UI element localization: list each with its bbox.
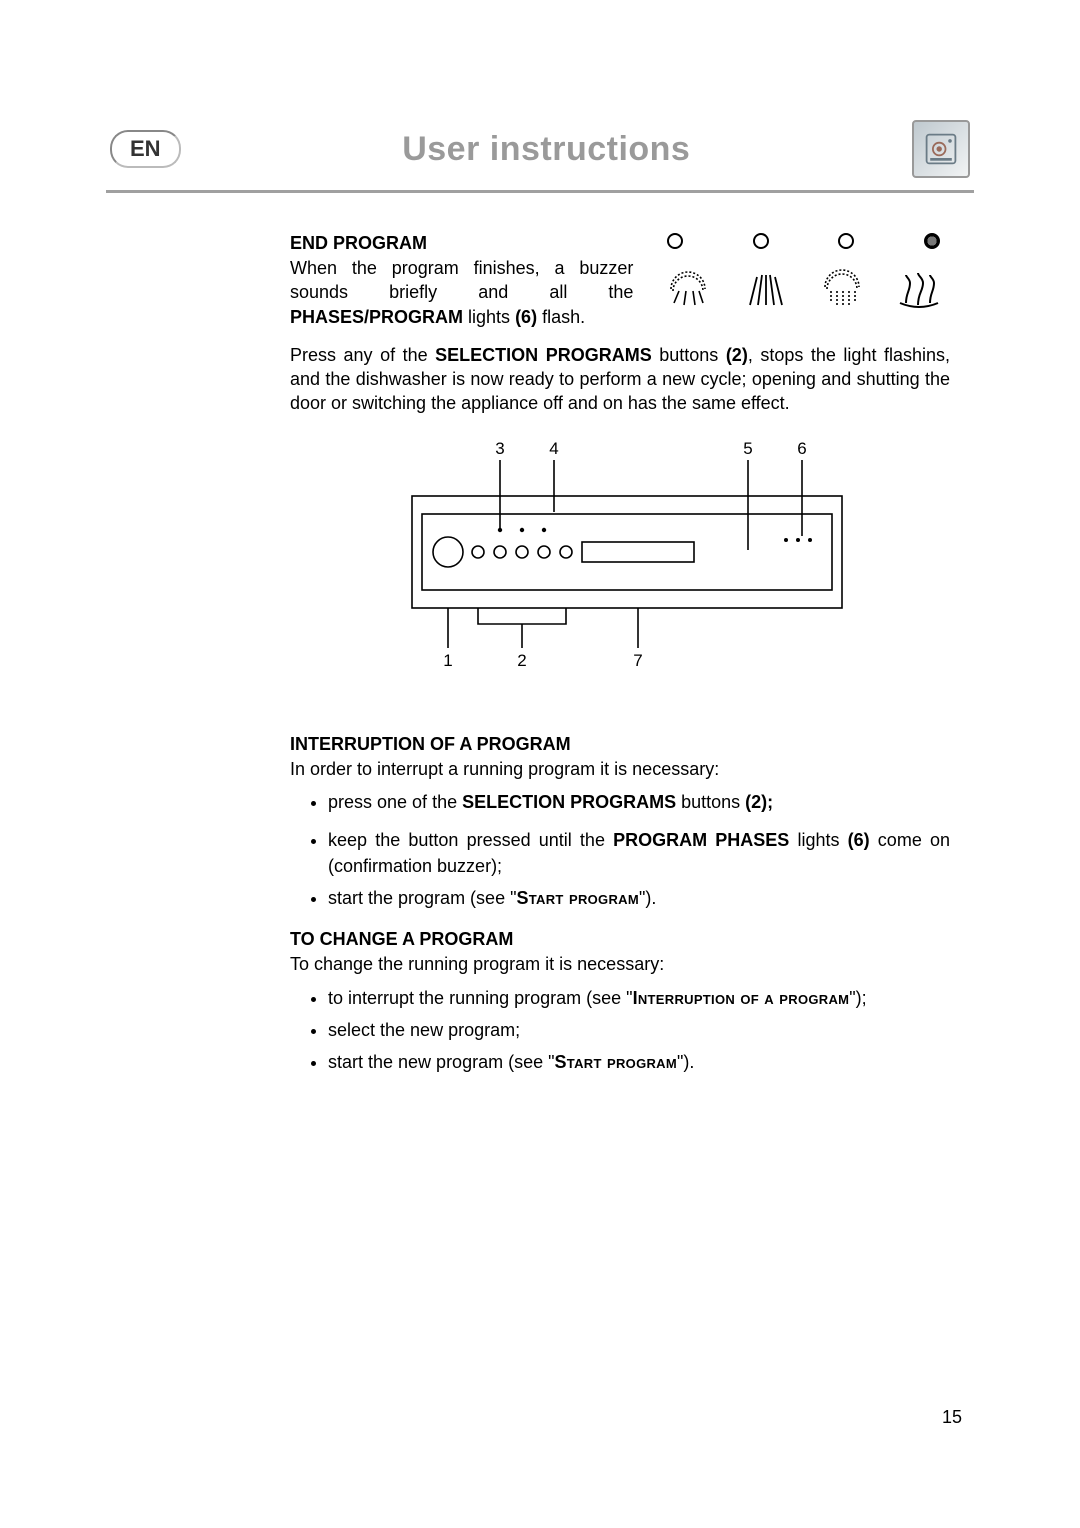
text-bold: Start program — [555, 1052, 678, 1072]
text-bold: PHASES/PROGRAM — [290, 307, 463, 327]
phase-icons-row — [657, 263, 950, 309]
list-item: select the new program; — [328, 1017, 950, 1043]
end-program-intro: When the program finishes, a buzzer soun… — [290, 256, 633, 329]
wash-icon — [742, 269, 788, 309]
dry-icon — [896, 269, 942, 309]
text-bold: (2); — [745, 792, 773, 812]
prewash-icon — [665, 269, 711, 309]
led-icon — [667, 233, 683, 249]
text: "). — [677, 1052, 694, 1072]
header-row: EN User instructions — [100, 120, 980, 190]
text: When the program finishes, a buzzer soun… — [290, 258, 633, 302]
led-row — [657, 233, 950, 249]
label-4: 4 — [549, 439, 558, 458]
text: lights — [789, 830, 847, 850]
text-bold: Start program — [516, 888, 639, 908]
change-title: TO CHANGE A PROGRAM — [290, 929, 950, 950]
text-bold: (2) — [726, 345, 748, 365]
label-3: 3 — [495, 439, 504, 458]
end-program-row: END PROGRAM When the program finishes, a… — [290, 233, 950, 329]
control-panel-diagram: 3 4 5 6 — [370, 438, 870, 688]
text-bold: (6) — [848, 830, 870, 850]
list-item: to interrupt the running program (see "I… — [328, 985, 950, 1011]
change-lead: To change the running program it is nece… — [290, 952, 950, 976]
text-bold: SELECTION PROGRAMS — [435, 345, 652, 365]
text: "). — [639, 888, 656, 908]
text: keep the button pressed until the — [328, 830, 613, 850]
rinse-icon — [819, 269, 865, 309]
interruption-lead: In order to interrupt a running program … — [290, 757, 950, 781]
page-number: 15 — [942, 1407, 962, 1428]
interruption-title: INTERRUPTION OF A PROGRAM — [290, 734, 950, 755]
label-2: 2 — [517, 651, 526, 670]
text-bold: PROGRAM PHASES — [613, 830, 789, 850]
list-item: start the program (see "Start program"). — [328, 885, 950, 911]
label-1: 1 — [443, 651, 452, 670]
language-pill: EN — [110, 130, 181, 168]
text: start the new program (see " — [328, 1052, 555, 1072]
text: buttons — [676, 792, 745, 812]
text: Press any of the — [290, 345, 435, 365]
text: lights — [463, 307, 515, 327]
list-item: start the new program (see "Start progra… — [328, 1049, 950, 1075]
header-rule — [106, 190, 974, 193]
page-title: User instructions — [181, 130, 912, 169]
text: press one of the — [328, 792, 462, 812]
label-5: 5 — [743, 439, 752, 458]
dishwasher-icon — [912, 120, 970, 178]
text: "); — [849, 988, 866, 1008]
label-7: 7 — [633, 651, 642, 670]
content: END PROGRAM When the program finishes, a… — [290, 233, 950, 1075]
led-icon — [838, 233, 854, 249]
interruption-list-2: keep the button pressed until the PROGRA… — [290, 827, 950, 911]
phase-lights-figure — [657, 233, 950, 309]
led-icon — [753, 233, 769, 249]
list-item: keep the button pressed until the PROGRA… — [328, 827, 950, 879]
text-bold: (6) — [515, 307, 537, 327]
led-icon — [924, 233, 940, 249]
text: flash. — [537, 307, 585, 327]
text-bold: Interruption of a program — [633, 988, 850, 1008]
text: start the program (see " — [328, 888, 516, 908]
list-item: press one of the SELECTION PROGRAMS butt… — [328, 789, 950, 815]
label-6: 6 — [797, 439, 806, 458]
page: EN User instructions END PROGRAM When th… — [0, 0, 1080, 1528]
end-program-title: END PROGRAM — [290, 233, 633, 254]
change-list: to interrupt the running program (see "I… — [290, 985, 950, 1075]
interruption-list: press one of the SELECTION PROGRAMS butt… — [290, 789, 950, 815]
text: buttons — [652, 345, 726, 365]
text: to interrupt the running program (see " — [328, 988, 633, 1008]
end-program-after: Press any of the SELECTION PROGRAMS butt… — [290, 343, 950, 416]
text-bold: SELECTION PROGRAMS — [462, 792, 676, 812]
